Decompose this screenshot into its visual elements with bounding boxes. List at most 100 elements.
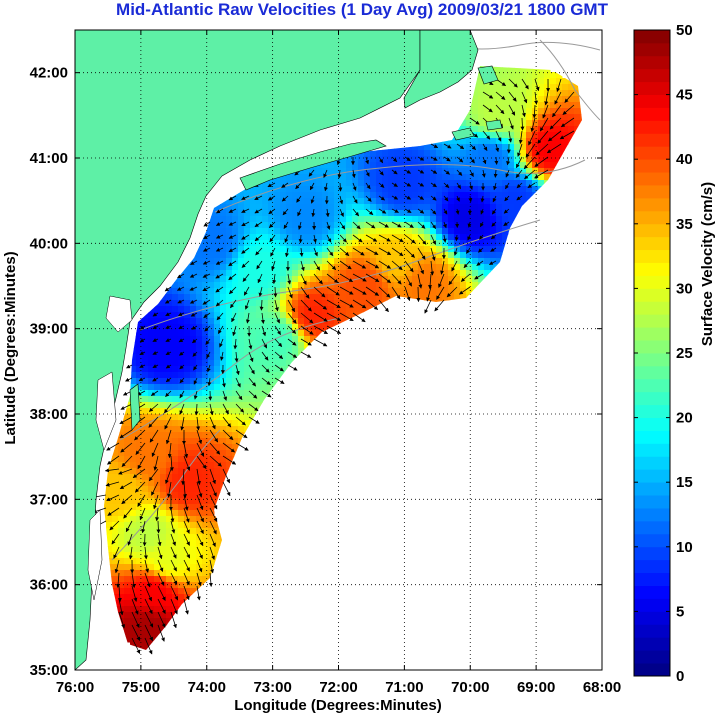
heat-cell [238,234,245,241]
heat-cell [352,156,359,163]
heat-cell [412,186,419,193]
heat-cell [184,432,191,439]
heat-cell [340,216,347,223]
heat-cell [400,174,407,181]
heat-cell [178,360,185,367]
heat-cell [394,180,401,187]
heat-cell [334,258,341,265]
heat-cell [490,204,497,211]
y-tick-label: 36:00 [30,577,68,594]
heat-cell [196,408,203,415]
heat-cell [202,414,209,421]
heat-cell [496,252,503,259]
heat-cell [124,414,131,421]
velocity-arrow [272,273,277,285]
heat-cell [538,174,545,181]
heat-cell [172,516,179,523]
heat-cell [412,168,419,175]
heat-cell [364,288,371,295]
heat-cell [328,162,335,169]
heat-cell [226,258,233,265]
heat-cell [250,390,257,397]
heat-cell [346,198,353,205]
heat-cell [142,516,149,523]
heat-cell [394,240,401,247]
heat-cell [340,246,347,253]
heat-cell [196,462,203,469]
heat-cell [244,306,251,313]
heat-cell [418,198,425,205]
heat-cell [130,360,137,367]
heat-cell [550,132,557,139]
heat-cell [454,276,461,283]
heat-cell [478,150,485,157]
heat-cell [448,192,455,199]
heat-cell [160,294,167,301]
heat-cell [400,258,407,265]
heat-cell [334,288,341,295]
heat-cell [160,474,167,481]
heat-cell [388,288,395,295]
heat-cell [118,570,125,577]
velocity-arrow [179,364,185,370]
heat-cell [196,306,203,313]
heat-cell [424,228,431,235]
heat-cell [232,198,239,205]
heat-cell [562,126,569,133]
lat-lon-grid [75,30,602,670]
heat-cell [394,234,401,241]
heat-cell [520,120,527,127]
heat-cell [316,312,323,319]
heat-cell [172,486,179,493]
heat-cell [526,180,533,187]
velocity-arrow [248,390,258,399]
heat-cell [400,264,407,271]
heat-cell [148,498,155,505]
velocity-arrow [105,481,120,487]
velocity-arrow [339,299,354,308]
heat-cell [280,294,287,301]
velocity-arrow [274,377,285,384]
heat-cell [142,468,149,475]
heat-cell [184,336,191,343]
heat-cell [268,354,275,361]
velocity-arrow [131,585,138,602]
heat-cell [226,294,233,301]
heat-cell [442,180,449,187]
heat-cell [148,564,155,571]
heat-cell [208,228,215,235]
velocity-arrow [206,351,211,359]
heat-cell [124,630,131,637]
heat-cell [418,192,425,199]
heat-cell [430,216,437,223]
velocity-arrow [404,234,416,244]
velocity-arrow [165,351,172,356]
heat-cell [352,198,359,205]
velocity-arrow [228,260,237,267]
heat-cell [502,72,509,79]
heat-cell [214,342,221,349]
heat-cell [124,594,131,601]
heat-cell [142,648,149,650]
heat-cell [370,174,377,181]
heat-cell [202,390,209,397]
heat-cell [106,522,113,529]
heat-cell [370,240,377,247]
heat-cell [148,438,155,445]
heat-cell [298,282,305,289]
heat-cell [382,186,389,193]
heat-cell [154,474,161,481]
heat-cell [118,594,125,601]
velocity-arrow [202,247,211,252]
heat-cell [364,204,371,211]
heat-cell [490,150,497,157]
velocity-arrow [404,273,412,287]
heat-cell [244,216,251,223]
heat-cell [508,162,515,169]
velocity-arrow [232,325,237,337]
heat-cell [394,270,401,277]
heat-cell [418,258,425,265]
heat-cell [424,150,431,157]
colorbar-swatch [634,301,670,315]
heat-cell [196,570,203,577]
